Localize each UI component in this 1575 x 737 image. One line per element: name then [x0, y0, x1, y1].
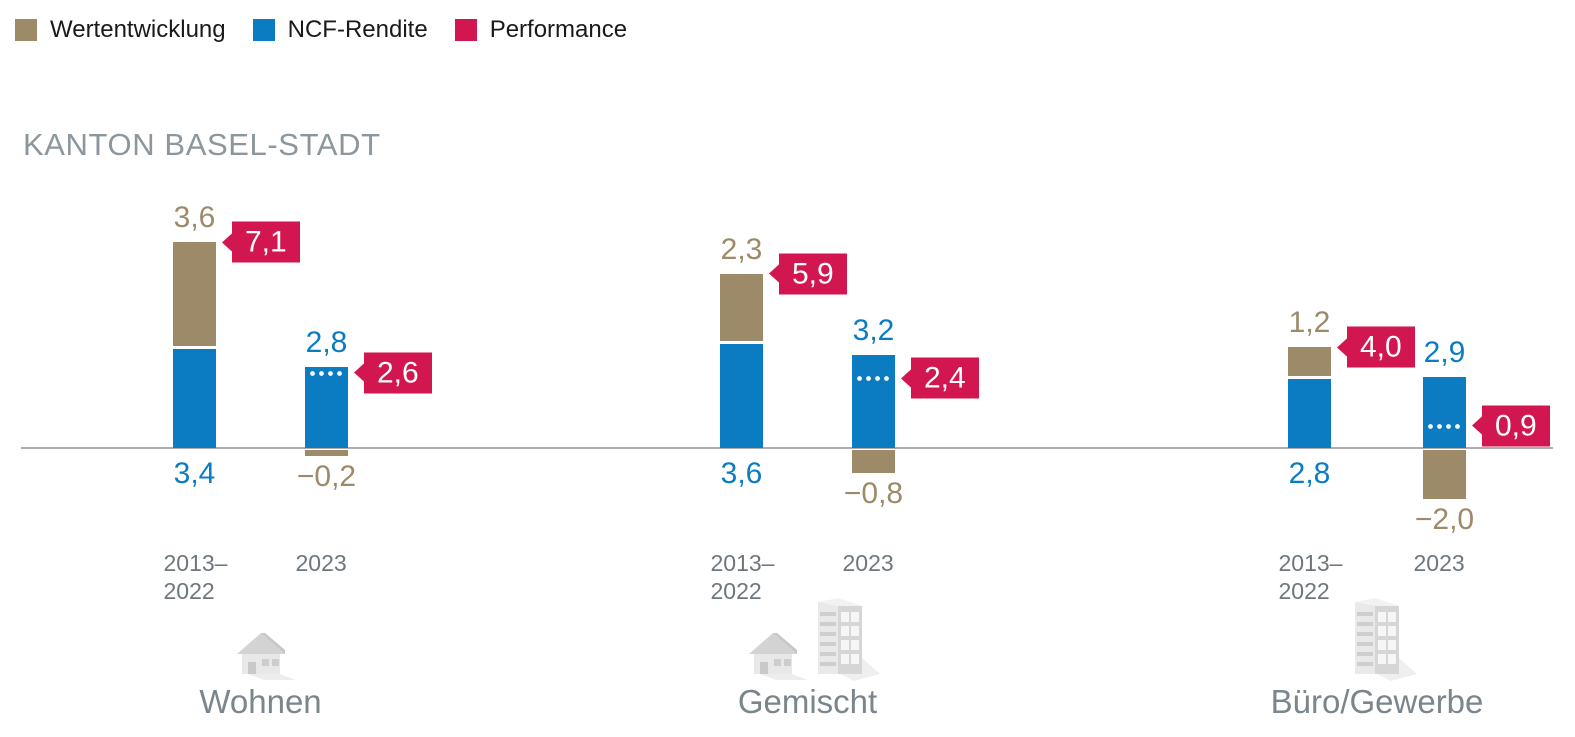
bar-wertentwicklung-segment — [173, 242, 216, 347]
performance-badge: 4,0 — [1347, 326, 1415, 368]
legend-label: Performance — [489, 16, 628, 43]
period-line: 2013– — [710, 550, 775, 576]
group-icons — [1347, 596, 1417, 682]
house-icon — [748, 633, 808, 680]
value-label-ncf-rendite: 3,6 — [720, 457, 763, 490]
office-building-icon — [1355, 598, 1417, 681]
period-line: 2022 — [163, 578, 215, 604]
legend-label: NCF-Rendite — [287, 16, 428, 43]
legend-item-performance: Performance — [454, 16, 628, 43]
value-label-wertentwicklung: −0,2 — [296, 459, 357, 493]
performance-badge: 7,1 — [232, 221, 300, 263]
period-line: 2013– — [1278, 550, 1343, 576]
zero-axis-line — [21, 447, 1553, 449]
value-label-wertentwicklung: 3,6 — [173, 201, 216, 234]
group-icons — [234, 626, 298, 682]
value-label-wertentwicklung: −0,8 — [843, 477, 904, 511]
period-line: 2022 — [1278, 578, 1330, 604]
performance-dotted-line — [855, 376, 892, 382]
bar-ncf-rendite-segment — [720, 343, 763, 448]
bar-wertentwicklung-segment — [852, 450, 895, 474]
bar-wertentwicklung-segment — [305, 450, 348, 456]
page-title: KANTON BASEL-STADT — [23, 127, 381, 162]
bar-wertentwicklung-segment — [1288, 347, 1331, 377]
period-label: 2013– 2022 — [711, 549, 775, 605]
bar-ncf-rendite-segment — [852, 355, 895, 448]
performance-badge: 5,9 — [779, 253, 847, 295]
value-label-ncf-rendite: 2,8 — [305, 325, 348, 359]
bar-ncf-rendite-segment — [305, 366, 348, 448]
office-building-icon — [817, 598, 880, 681]
group-label: Wohnen — [199, 683, 322, 720]
group-label: Büro/Gewerbe — [1270, 683, 1484, 720]
value-label-ncf-rendite: 2,8 — [1288, 457, 1331, 490]
period-line: 2013– — [163, 550, 228, 576]
period-line: 2023 — [1413, 550, 1465, 576]
wertentwicklung-swatch-icon — [15, 19, 37, 41]
period-label: 2023 — [296, 549, 347, 577]
performance-dotted-line — [308, 370, 345, 376]
bar-ncf-rendite-segment — [1423, 376, 1466, 448]
performance-badge: 2,4 — [911, 357, 979, 399]
period-label: 2013– 2022 — [164, 549, 228, 605]
value-label-wertentwicklung: 2,3 — [720, 232, 763, 266]
legend-item-ncf-rendite: NCF-Rendite — [252, 16, 428, 43]
period-label: 2013– 2022 — [1279, 549, 1343, 605]
bar-ncf-rendite-segment — [1288, 379, 1331, 448]
value-label-ncf-rendite: 3,4 — [173, 457, 216, 490]
performance-badge: 2,6 — [364, 352, 432, 394]
bar-wertentwicklung-segment — [1423, 450, 1466, 499]
period-label: 2023 — [1414, 549, 1465, 577]
group-label: Gemischt — [737, 683, 878, 720]
legend: Wertentwicklung NCF-Rendite Performance — [15, 17, 627, 43]
value-label-ncf-rendite: 2,9 — [1423, 335, 1466, 369]
performance-swatch-icon — [454, 19, 477, 41]
period-line: 2023 — [842, 550, 894, 576]
value-label-ncf-rendite: 3,2 — [852, 314, 895, 348]
period-line: 2022 — [710, 578, 762, 604]
group-icons — [746, 596, 880, 682]
ncf-rendite-swatch-icon — [252, 19, 275, 41]
bar-ncf-rendite-segment — [173, 349, 216, 448]
performance-dotted-line — [1426, 423, 1463, 429]
house-icon — [236, 633, 296, 680]
period-label: 2023 — [843, 549, 894, 577]
performance-badge: 0,9 — [1482, 405, 1550, 447]
value-label-wertentwicklung: −2,0 — [1414, 503, 1475, 536]
bar-wertentwicklung-segment — [720, 273, 763, 341]
legend-item-wertentwicklung: Wertentwicklung — [15, 17, 226, 43]
legend-label: Wertentwicklung — [50, 16, 226, 43]
value-label-wertentwicklung: 1,2 — [1288, 306, 1331, 339]
period-line: 2023 — [295, 550, 347, 576]
